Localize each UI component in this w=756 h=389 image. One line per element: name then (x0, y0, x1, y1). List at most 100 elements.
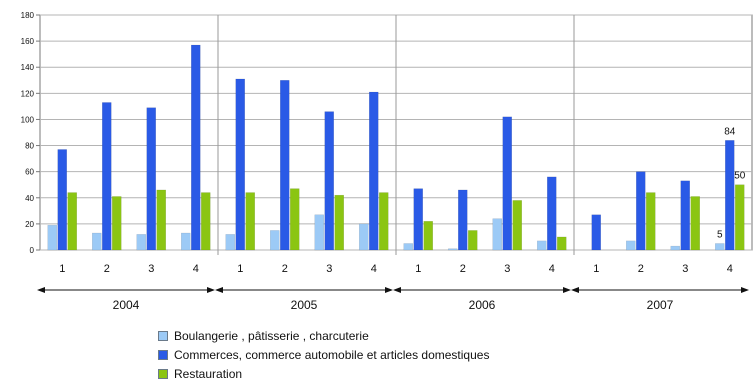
y-tick-label: 160 (21, 37, 35, 46)
year-label: 2004 (113, 298, 140, 312)
x-tick-label: 1 (415, 263, 421, 275)
x-tick-label: 1 (237, 263, 243, 275)
legend-label-commerces: Commerces, commerce automobile et articl… (174, 347, 490, 362)
bar (270, 230, 280, 251)
bar (547, 176, 557, 251)
bar (359, 223, 369, 251)
x-tick-label: 3 (504, 263, 510, 275)
legend-label-restauration: Restauration (174, 366, 243, 381)
y-tick-label: 120 (21, 89, 35, 98)
x-tick-label: 3 (682, 263, 688, 275)
bar (557, 236, 567, 251)
bar (225, 234, 235, 251)
bar (403, 243, 413, 251)
bar (468, 230, 478, 251)
bar (280, 80, 290, 251)
year-label: 2005 (291, 298, 318, 312)
bar (626, 240, 636, 251)
x-tick-label: 4 (371, 263, 377, 275)
year-span-arrow-right (385, 287, 393, 293)
labels-layer: 5 84 50 (717, 126, 746, 240)
year-span-arrow-left (37, 287, 45, 293)
x-tick-label: 2 (460, 263, 466, 275)
year-span-arrow-left (393, 287, 401, 293)
bar (413, 188, 423, 251)
bar (290, 188, 300, 251)
y-tick-label: 140 (21, 63, 35, 72)
legend-item-commerces: Commerces, commerce automobile et articl… (158, 345, 489, 364)
legend-swatch-commerces (158, 349, 168, 360)
legend-label-boulangerie: Boulangerie , pâtisserie , charcuterie (174, 328, 369, 343)
year-label: 2007 (647, 298, 674, 312)
y-tick-label: 100 (21, 115, 35, 124)
bar (324, 111, 334, 251)
legend: Boulangerie , pâtisserie , charcuterie C… (158, 326, 489, 383)
y-tick-label: 80 (25, 142, 34, 151)
bar (67, 192, 77, 251)
bar (235, 78, 245, 251)
bar (201, 192, 211, 251)
bar (423, 221, 433, 251)
y-tick-label: 20 (25, 220, 34, 229)
x-tick-label: 2 (282, 263, 288, 275)
bar (715, 243, 725, 251)
bar (136, 234, 146, 251)
bar (670, 245, 680, 251)
bar (102, 102, 112, 251)
bar (369, 91, 379, 251)
bar (156, 189, 166, 251)
bar (458, 189, 468, 251)
data-label: 50 (734, 171, 746, 182)
bar (334, 194, 344, 251)
y-tick-label: 60 (25, 168, 34, 177)
year-label: 2006 (469, 298, 496, 312)
bar (680, 180, 690, 251)
year-span-arrow-left (571, 287, 579, 293)
data-label: 5 (717, 229, 723, 240)
x-tick-label: 1 (59, 263, 65, 275)
x-tick-label: 4 (549, 263, 555, 275)
legend-item-restauration: Restauration (158, 364, 489, 383)
legend-item-boulangerie: Boulangerie , pâtisserie , charcuterie (158, 326, 489, 345)
bar (57, 149, 67, 251)
data-label: 84 (724, 126, 736, 137)
x-tick-label: 2 (638, 263, 644, 275)
y-tick-label: 0 (30, 246, 35, 255)
legend-swatch-restauration (158, 368, 168, 379)
bar (314, 214, 324, 251)
bar (690, 196, 700, 251)
bar (502, 116, 512, 251)
legend-swatch-boulangerie (158, 330, 168, 341)
year-span-arrow-right (741, 287, 749, 293)
year-span-arrow-right (207, 287, 215, 293)
x-tick-label: 1 (593, 263, 599, 275)
bar (448, 248, 458, 251)
bar (112, 196, 122, 251)
bar (735, 184, 745, 251)
x-tick-label: 2 (104, 263, 110, 275)
bar (636, 171, 646, 251)
bar (725, 140, 735, 251)
bar (47, 224, 57, 251)
bar (591, 214, 601, 251)
bar (146, 107, 156, 251)
y-tick-label: 180 (21, 11, 35, 20)
x-tick-label: 3 (326, 263, 332, 275)
bar (191, 44, 201, 251)
x-tick-label: 4 (727, 263, 733, 275)
bar (646, 192, 656, 251)
axis-layer: 0 20 40 60 80 100 120 140 160 180 1 2 3 4 1 2 3 4 1 2 3 4 1 2 3 4… (21, 11, 749, 312)
bars-layer (47, 44, 745, 251)
x-tick-label: 4 (193, 263, 199, 275)
bar (181, 232, 191, 251)
bar (492, 218, 502, 251)
bar (537, 240, 547, 251)
y-tick-label: 40 (25, 194, 34, 203)
x-tick-label: 3 (148, 263, 154, 275)
year-span-arrow-right (563, 287, 571, 293)
bar (245, 192, 255, 251)
bar (512, 200, 522, 251)
year-span-arrow-left (215, 287, 223, 293)
bar (379, 192, 389, 251)
